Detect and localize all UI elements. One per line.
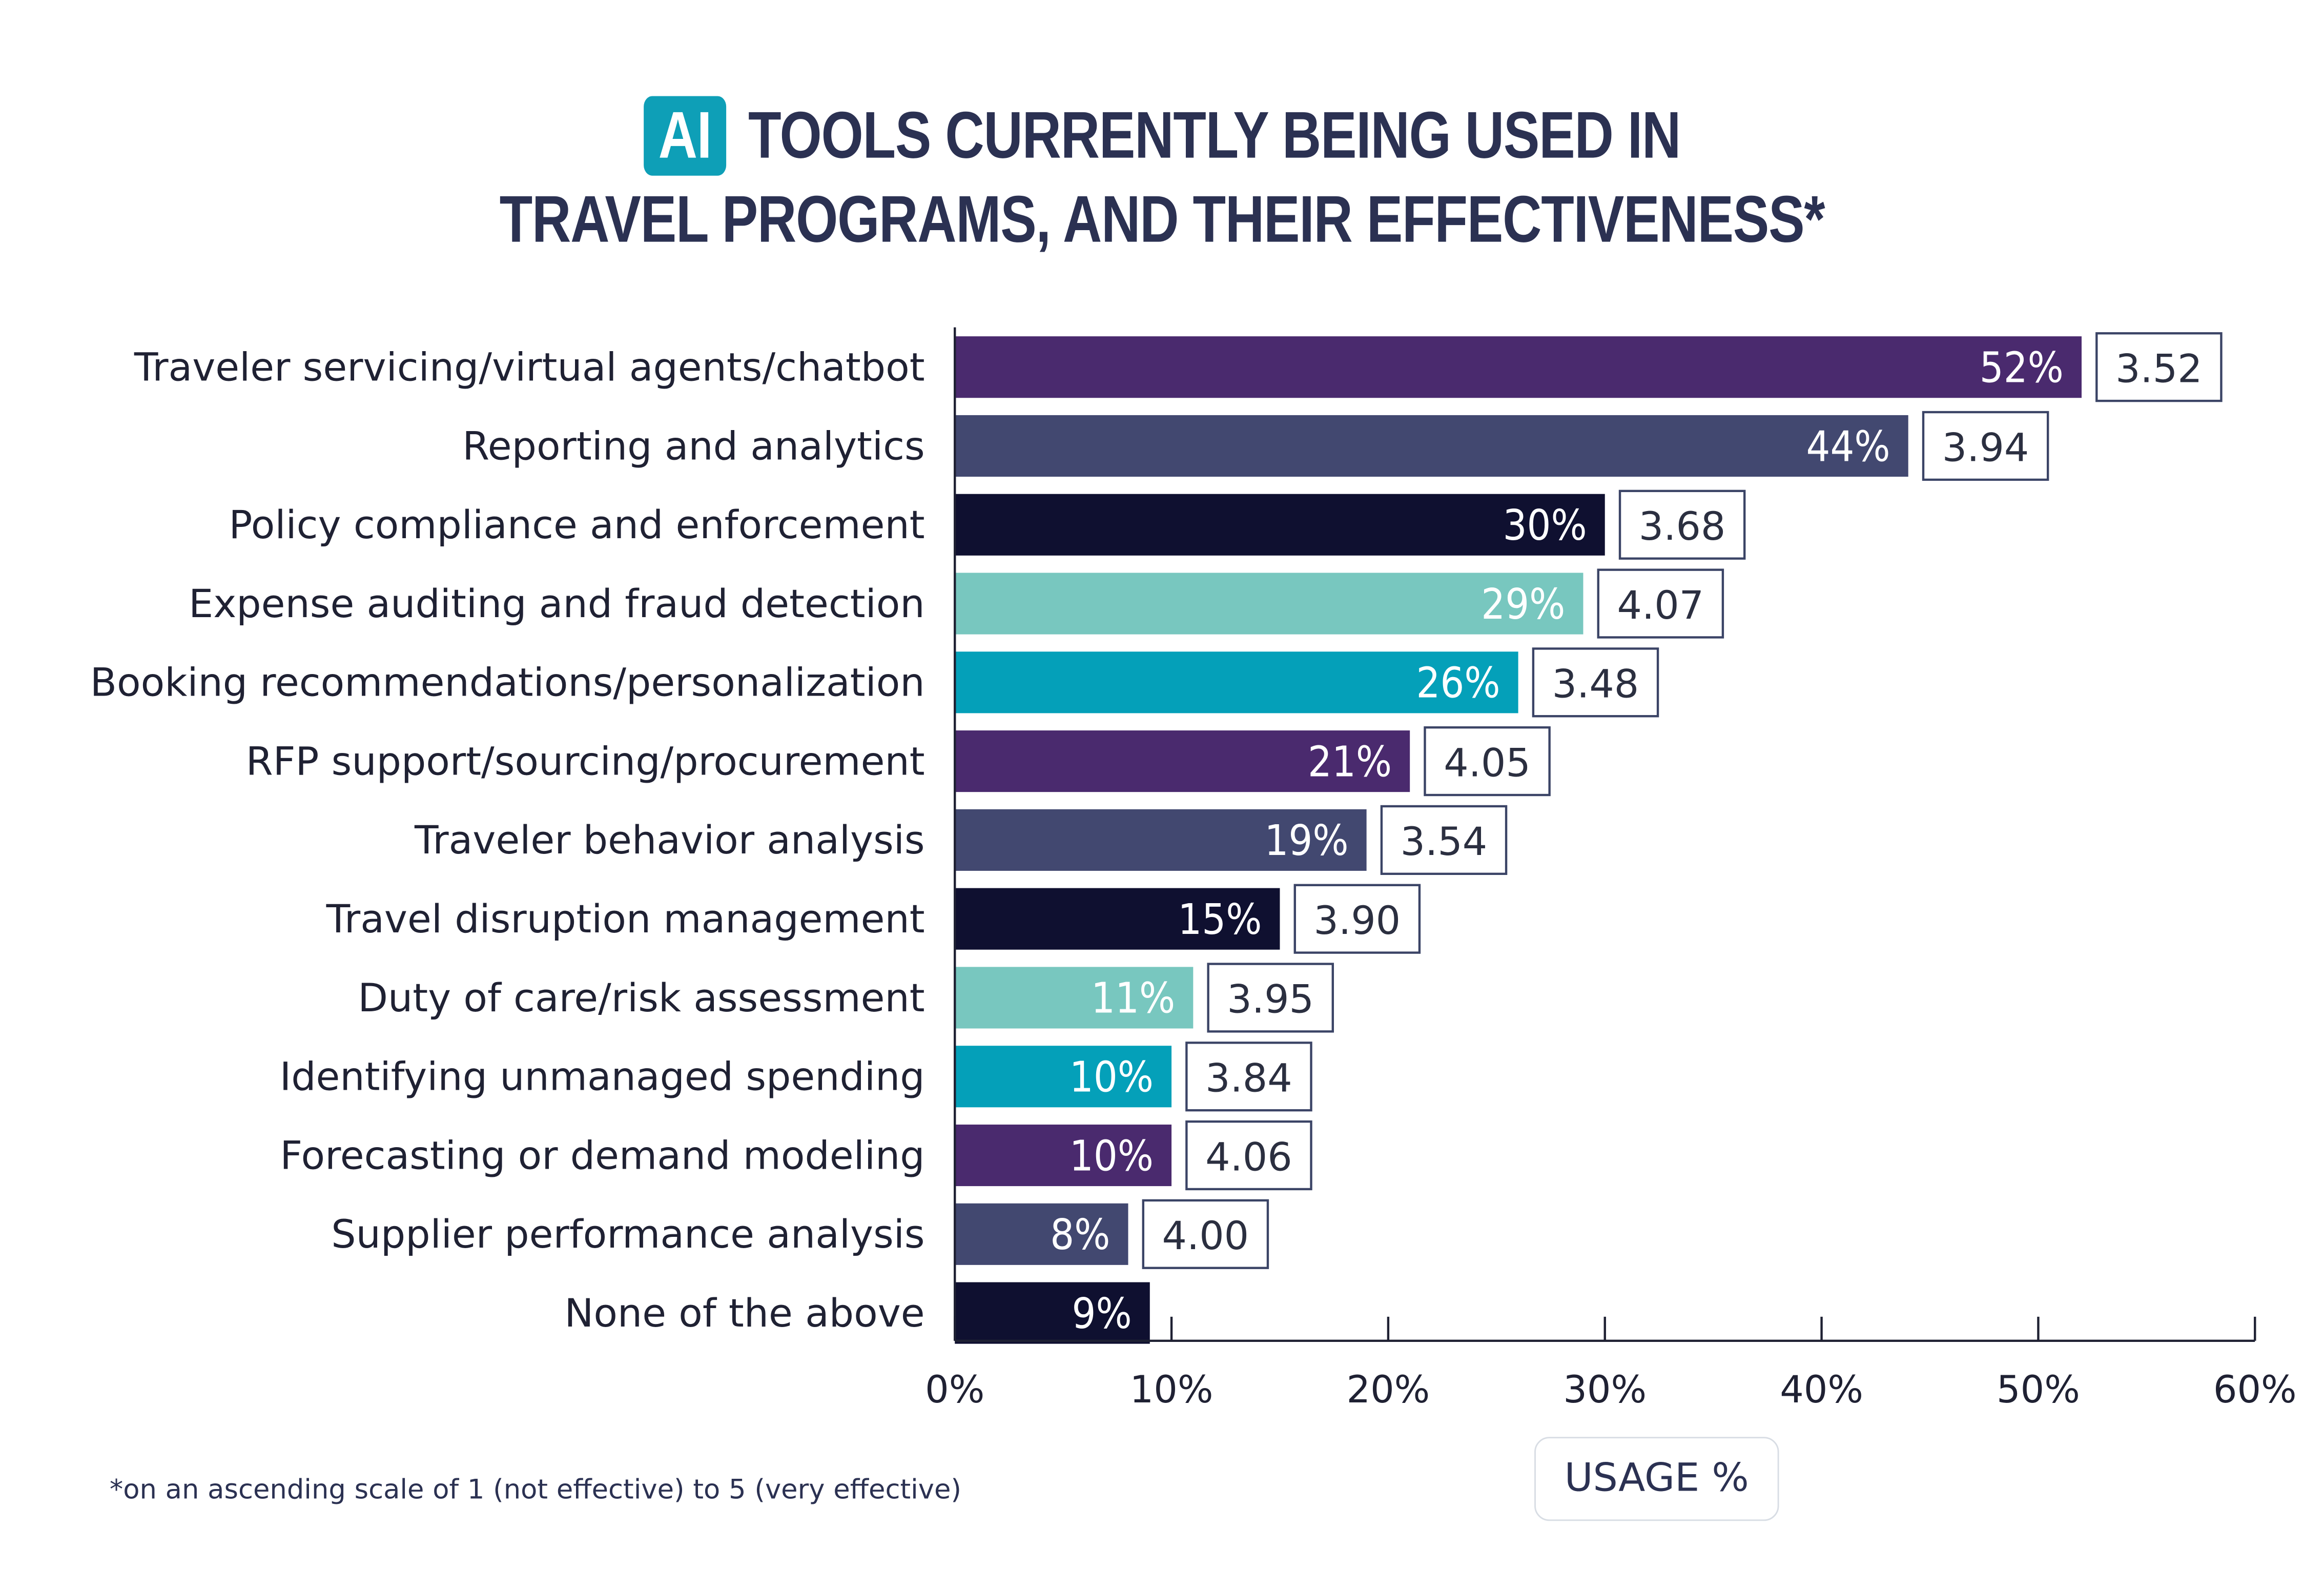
category-label: None of the above: [564, 1290, 924, 1336]
chart-title-line-1: AI TOOLS CURRENTLY BEING USED IN: [209, 96, 2115, 176]
x-tick-label: 0%: [925, 1368, 984, 1412]
bar: [955, 336, 2082, 398]
effectiveness-score: 3.94: [1942, 424, 2029, 470]
effectiveness-score-box: [1380, 805, 1508, 875]
effectiveness-score-box: [1142, 1199, 1269, 1269]
x-tick-label: 20%: [1347, 1368, 1430, 1412]
bar-value-label: 52%: [1980, 343, 2064, 392]
bar-value-label: 10%: [1070, 1053, 1154, 1102]
bar: [955, 573, 1583, 635]
chart-title-text-1: TOOLS CURRENTLY BEING USED IN: [748, 99, 1681, 173]
footnote: *on an ascending scale of 1 (not effecti…: [109, 1474, 962, 1506]
bar-value-label: 29%: [1481, 580, 1565, 629]
category-label: RFP support/sourcing/procurement: [246, 738, 925, 784]
effectiveness-score: 3.84: [1205, 1055, 1292, 1101]
bar: [955, 494, 1605, 556]
effectiveness-score-box: [1185, 1120, 1312, 1191]
chart-title-line-2: TRAVEL PROGRAMS, AND THEIR EFFECTIVENESS…: [499, 183, 1825, 257]
category-label: Identifying unmanaged spending: [280, 1054, 925, 1099]
bar: [955, 651, 1518, 714]
bar-value-label: 26%: [1416, 659, 1500, 708]
category-label: Reporting and analytics: [462, 423, 924, 468]
category-label: Travel disruption management: [326, 896, 925, 942]
category-label: Policy compliance and enforcement: [229, 502, 925, 547]
bar: [955, 1203, 1128, 1265]
bar-value-label: 21%: [1308, 738, 1392, 786]
effectiveness-score-box: [2095, 332, 2223, 402]
bar-value-label: 44%: [1806, 422, 1890, 471]
bar-value-label: 10%: [1070, 1132, 1154, 1180]
effectiveness-score-box: [1185, 1042, 1312, 1112]
bar: [955, 967, 1194, 1029]
x-tick-label: 30%: [1563, 1368, 1647, 1412]
effectiveness-score: 3.68: [1639, 503, 1726, 549]
category-label: Booking recommendations/personalization: [90, 660, 925, 705]
x-tick-label: 40%: [1780, 1368, 1863, 1412]
category-label: Duty of care/risk assessment: [358, 975, 924, 1021]
effectiveness-score: 4.06: [1205, 1134, 1292, 1179]
category-label: Traveler servicing/virtual agents/chatbo…: [134, 344, 925, 390]
bar-value-label: 9%: [1072, 1290, 1132, 1338]
bar: [955, 1124, 1172, 1187]
effectiveness-score: 3.90: [1314, 898, 1401, 943]
effectiveness-score: 3.54: [1401, 819, 1488, 864]
effectiveness-score: 4.05: [1444, 740, 1531, 785]
bar: [955, 415, 1908, 477]
effectiveness-score: 4.07: [1617, 582, 1704, 628]
bar: [955, 809, 1367, 871]
bar: [955, 730, 1410, 792]
bar-value-label: 15%: [1178, 895, 1262, 944]
effectiveness-score-box: [1618, 490, 1746, 560]
category-label: Traveler behavior analysis: [414, 817, 925, 863]
bar: [955, 1282, 1150, 1344]
bar-value-label: 30%: [1503, 501, 1587, 550]
category-label: Supplier performance analysis: [331, 1211, 924, 1257]
effectiveness-score-box: [1922, 411, 2049, 481]
x-tick-label: 50%: [1997, 1368, 2080, 1412]
x-axis-label: USAGE %: [1534, 1437, 1779, 1521]
effectiveness-score-box: [1532, 647, 1659, 718]
bar-value-label: 19%: [1264, 817, 1348, 865]
effectiveness-score: 4.00: [1162, 1213, 1249, 1258]
x-tick-label: 10%: [1130, 1368, 1214, 1412]
effectiveness-score: 3.52: [2115, 345, 2203, 391]
effectiveness-score-box: [1424, 726, 1551, 797]
category-label: Expense auditing and fraud detection: [189, 581, 925, 626]
effectiveness-score-box: [1207, 963, 1334, 1033]
bar-value-label: 8%: [1050, 1211, 1110, 1259]
x-tick-label: 60%: [2213, 1368, 2297, 1412]
ai-badge: AI: [643, 96, 726, 176]
bar-value-label: 11%: [1091, 974, 1175, 1023]
effectiveness-score: 3.48: [1552, 661, 1639, 707]
category-label: Forecasting or demand modeling: [280, 1132, 924, 1178]
effectiveness-score: 3.95: [1227, 976, 1314, 1022]
effectiveness-score-box: [1597, 568, 1724, 639]
bar: [955, 888, 1280, 950]
effectiveness-score-box: [1293, 884, 1421, 954]
bar: [955, 1046, 1172, 1108]
